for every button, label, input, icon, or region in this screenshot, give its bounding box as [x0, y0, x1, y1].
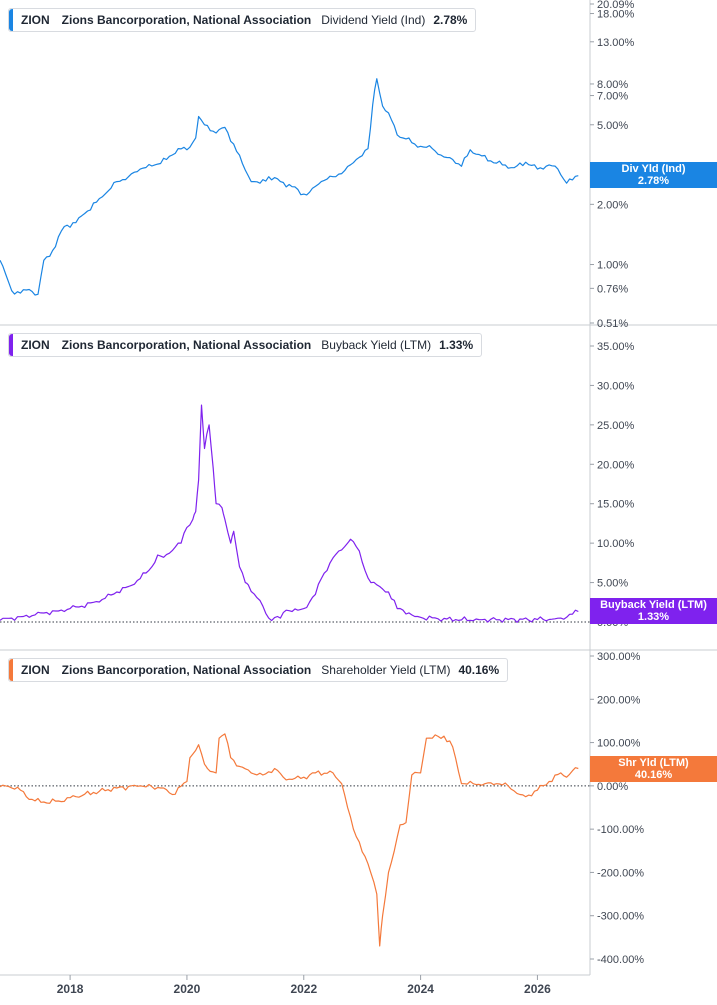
legend-value: 40.16%: [458, 663, 500, 677]
y-tick-label: 300.00%: [597, 651, 641, 663]
legend-value: 2.78%: [433, 13, 468, 27]
dividend-yield-line: [0, 78, 579, 296]
series-color-marker: [9, 334, 13, 356]
y-tick-label: 10.00%: [597, 538, 635, 550]
series-color-marker: [9, 9, 13, 31]
value-tag-label: Div Yld (Ind): [621, 163, 686, 175]
y-tick-label: 0.76%: [597, 283, 628, 295]
legend-company: Zions Bancorporation, National Associati…: [61, 13, 312, 27]
x-tick-label: 2018: [57, 982, 84, 996]
legend-company: Zions Bancorporation, National Associati…: [61, 338, 312, 352]
y-tick-label: -100.00%: [597, 824, 644, 836]
y-tick-label: 0.51%: [597, 318, 628, 330]
y-tick-label: 2.00%: [597, 199, 628, 211]
value-tag-label: Buyback Yield (LTM): [600, 599, 707, 611]
value-tag-value: 1.33%: [637, 611, 670, 623]
y-tick-label: 8.00%: [597, 79, 628, 91]
y-tick-label: 20.00%: [597, 459, 635, 471]
value-tag-dividend-yield: Div Yld (Ind) 2.78%: [590, 162, 717, 188]
legend-metric: Buyback Yield (LTM): [321, 338, 432, 352]
value-tag-value: 40.16%: [634, 769, 673, 781]
y-tick-label: 18.00%: [597, 9, 635, 21]
series-color-marker: [9, 659, 13, 681]
legend-shareholder-yield[interactable]: ZION Zions Bancorporation, National Asso…: [8, 658, 509, 682]
legend-ticker: ZION: [21, 338, 50, 352]
y-tick-label: 30.00%: [597, 380, 635, 392]
y-tick-label: -400.00%: [597, 954, 644, 966]
x-tick-label: 2024: [407, 982, 434, 996]
y-tick-label: 35.00%: [597, 341, 635, 353]
y-tick-label: 13.00%: [597, 37, 635, 49]
y-tick-label: 0.00%: [597, 781, 628, 793]
y-tick-label: -200.00%: [597, 867, 644, 879]
x-tick-label: 2020: [174, 982, 201, 996]
legend-metric: Dividend Yield (Ind): [321, 13, 426, 27]
y-tick-label: 5.00%: [597, 578, 628, 590]
legend-value: 1.33%: [439, 338, 474, 352]
y-tick-label: 5.00%: [597, 120, 628, 132]
y-tick-label: 100.00%: [597, 738, 641, 750]
legend-buyback-yield[interactable]: ZION Zions Bancorporation, National Asso…: [8, 333, 483, 357]
y-tick-label: 1.00%: [597, 260, 628, 272]
y-tick-label: -300.00%: [597, 911, 644, 923]
value-tag-label: Shr Yld (LTM): [618, 757, 689, 769]
legend-ticker: ZION: [21, 663, 50, 677]
shareholder-yield-line: [0, 733, 579, 947]
value-tag-buyback-yield: Buyback Yield (LTM) 1.33%: [590, 598, 717, 624]
legend-ticker: ZION: [21, 13, 50, 27]
y-tick-label: 20.09%: [597, 0, 635, 11]
x-tick-label: 2026: [524, 982, 551, 996]
y-tick-label: 7.00%: [597, 91, 628, 103]
legend-company: Zions Bancorporation, National Associati…: [61, 663, 312, 677]
buyback-yield-line: [0, 404, 579, 623]
legend-metric: Shareholder Yield (LTM): [321, 663, 451, 677]
legend-dividend-yield[interactable]: ZION Zions Bancorporation, National Asso…: [8, 8, 477, 32]
value-tag-value: 2.78%: [637, 175, 670, 187]
y-tick-label: 15.00%: [597, 499, 635, 511]
y-tick-label: 25.00%: [597, 420, 635, 432]
y-tick-label: 200.00%: [597, 694, 641, 706]
value-tag-shareholder-yield: Shr Yld (LTM) 40.16%: [590, 756, 717, 782]
x-tick-label: 2022: [290, 982, 317, 996]
